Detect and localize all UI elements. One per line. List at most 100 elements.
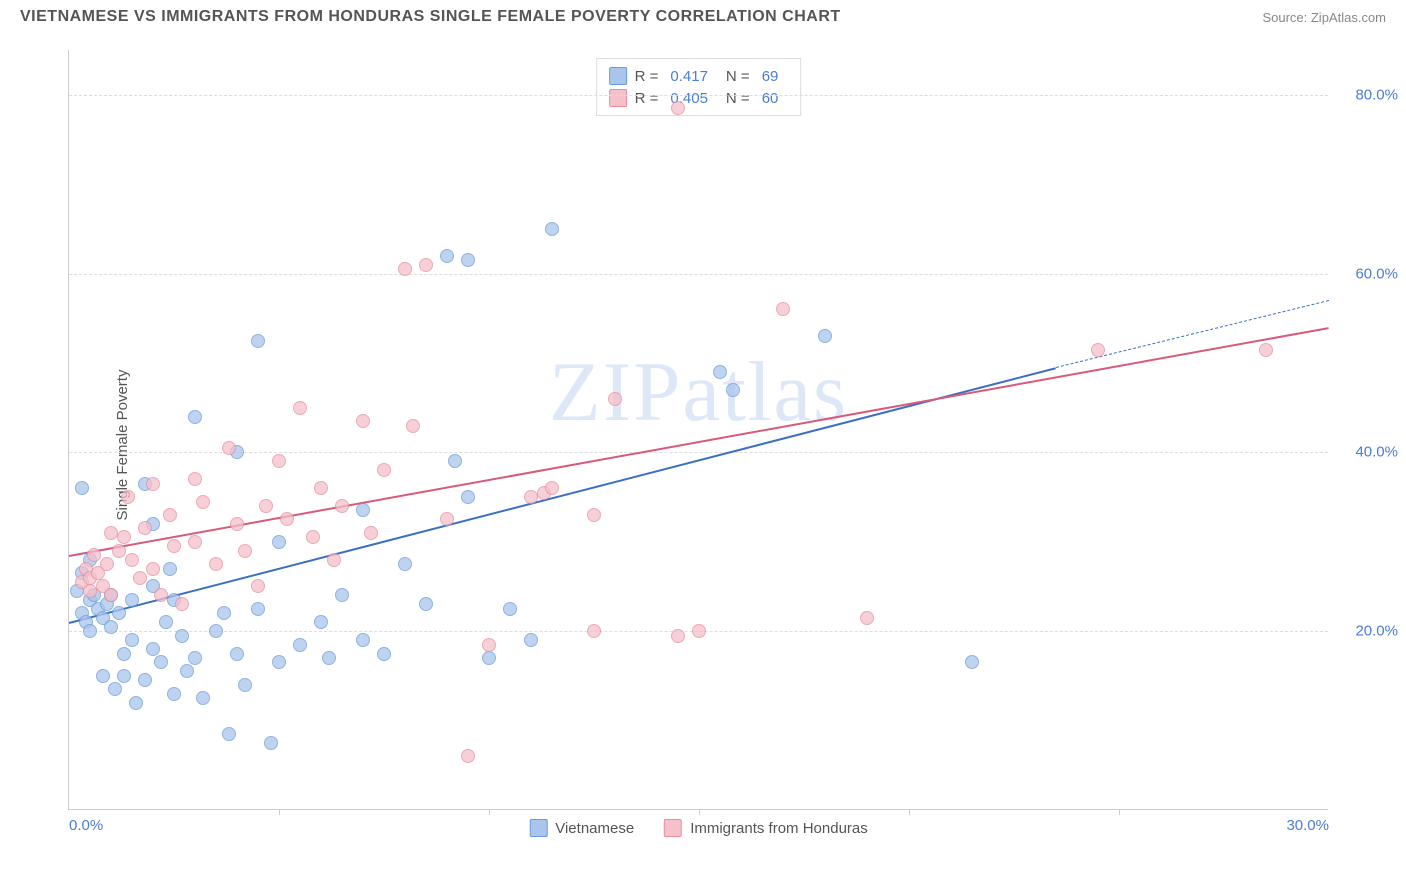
data-point xyxy=(314,615,328,629)
data-point xyxy=(154,588,168,602)
data-point xyxy=(163,562,177,576)
data-point xyxy=(251,602,265,616)
data-point xyxy=(96,669,110,683)
n-value: 69 xyxy=(762,68,779,85)
data-point xyxy=(272,655,286,669)
x-tick-label: 0.0% xyxy=(69,817,103,834)
stats-legend-box: R =0.417N =69R =0.405N =60 xyxy=(596,58,802,116)
data-point xyxy=(264,736,278,750)
data-point xyxy=(75,481,89,495)
stats-row: R =0.405N =60 xyxy=(609,87,789,109)
data-point xyxy=(167,539,181,553)
data-point xyxy=(230,647,244,661)
data-point xyxy=(965,655,979,669)
data-point xyxy=(398,557,412,571)
data-point xyxy=(524,633,538,647)
chart-container: Single Female Poverty ZIPatlas R =0.417N… xyxy=(50,50,1340,840)
data-point xyxy=(272,454,286,468)
data-point xyxy=(461,749,475,763)
y-tick-label: 40.0% xyxy=(1355,444,1398,461)
data-point xyxy=(117,669,131,683)
data-point xyxy=(503,602,517,616)
x-tick-mark xyxy=(699,809,700,815)
data-point xyxy=(180,664,194,678)
legend-label: Immigrants from Honduras xyxy=(690,820,868,837)
source-attribution: Source: ZipAtlas.com xyxy=(1262,10,1386,25)
r-label: R = xyxy=(635,90,659,107)
data-point xyxy=(356,633,370,647)
data-point xyxy=(377,463,391,477)
data-point xyxy=(175,629,189,643)
data-point xyxy=(238,678,252,692)
data-point xyxy=(154,655,168,669)
data-point xyxy=(222,441,236,455)
data-point xyxy=(587,508,601,522)
data-point xyxy=(398,262,412,276)
data-point xyxy=(138,521,152,535)
data-point xyxy=(159,615,173,629)
data-point xyxy=(196,691,210,705)
data-point xyxy=(419,597,433,611)
gridline-horizontal xyxy=(69,95,1328,96)
data-point xyxy=(482,651,496,665)
data-point xyxy=(713,365,727,379)
trend-line xyxy=(69,367,1056,624)
data-point xyxy=(608,392,622,406)
data-point xyxy=(129,696,143,710)
legend-item: Vietnamese xyxy=(529,819,634,837)
n-label: N = xyxy=(726,68,750,85)
data-point xyxy=(117,647,131,661)
data-point xyxy=(209,557,223,571)
data-point xyxy=(1259,343,1273,357)
r-label: R = xyxy=(635,68,659,85)
data-point xyxy=(440,249,454,263)
data-point xyxy=(251,334,265,348)
data-point xyxy=(545,481,559,495)
x-tick-mark xyxy=(279,809,280,815)
trend-line xyxy=(69,327,1329,557)
data-point xyxy=(188,410,202,424)
stats-row: R =0.417N =69 xyxy=(609,65,789,87)
data-point xyxy=(230,517,244,531)
data-point xyxy=(222,727,236,741)
data-point xyxy=(196,495,210,509)
chart-title: VIETNAMESE VS IMMIGRANTS FROM HONDURAS S… xyxy=(20,8,841,26)
data-point xyxy=(146,477,160,491)
data-point xyxy=(860,611,874,625)
data-point xyxy=(776,302,790,316)
x-tick-mark xyxy=(489,809,490,815)
data-point xyxy=(293,401,307,415)
y-tick-label: 20.0% xyxy=(1355,623,1398,640)
data-point xyxy=(726,383,740,397)
series-legend: Vietnamese Immigrants from Honduras xyxy=(529,819,868,837)
data-point xyxy=(314,481,328,495)
data-point xyxy=(377,647,391,661)
data-point xyxy=(121,490,135,504)
data-point xyxy=(112,606,126,620)
data-point xyxy=(356,414,370,428)
data-point xyxy=(125,633,139,647)
data-point xyxy=(163,508,177,522)
data-point xyxy=(1091,343,1105,357)
stats-swatch xyxy=(609,67,627,85)
watermark: ZIPatlas xyxy=(549,343,848,441)
data-point xyxy=(104,588,118,602)
x-tick-mark xyxy=(1119,809,1120,815)
gridline-horizontal xyxy=(69,452,1328,453)
data-point xyxy=(146,642,160,656)
data-point xyxy=(818,329,832,343)
stats-swatch xyxy=(609,89,627,107)
data-point xyxy=(327,553,341,567)
data-point xyxy=(83,624,97,638)
legend-item: Immigrants from Honduras xyxy=(664,819,868,837)
data-point xyxy=(335,499,349,513)
legend-label: Vietnamese xyxy=(555,820,634,837)
data-point xyxy=(461,490,475,504)
data-point xyxy=(117,530,131,544)
data-point xyxy=(364,526,378,540)
data-point xyxy=(293,638,307,652)
data-point xyxy=(238,544,252,558)
data-point xyxy=(104,620,118,634)
data-point xyxy=(482,638,496,652)
data-point xyxy=(587,624,601,638)
